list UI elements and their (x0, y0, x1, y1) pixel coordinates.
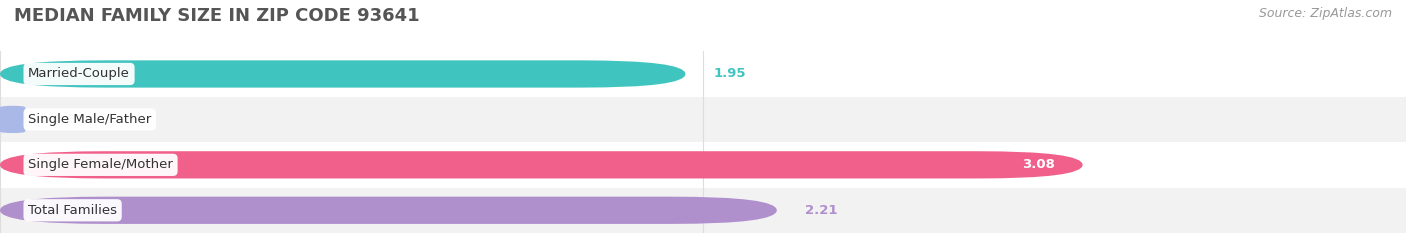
FancyBboxPatch shape (0, 151, 1083, 178)
FancyBboxPatch shape (0, 197, 776, 224)
Text: Single Female/Mother: Single Female/Mother (28, 158, 173, 171)
Bar (0, 51, 1406, 97)
Text: 0.00: 0.00 (53, 113, 86, 126)
Text: 2.21: 2.21 (806, 204, 838, 217)
Bar (0, 97, 1406, 142)
Text: 1.95: 1.95 (713, 68, 747, 80)
Bar (0, 188, 1406, 233)
Text: 3.08: 3.08 (1022, 158, 1054, 171)
Text: MEDIAN FAMILY SIZE IN ZIP CODE 93641: MEDIAN FAMILY SIZE IN ZIP CODE 93641 (14, 7, 419, 25)
Text: Married-Couple: Married-Couple (28, 68, 129, 80)
Bar (0, 142, 1406, 188)
Text: Single Male/Father: Single Male/Father (28, 113, 152, 126)
FancyBboxPatch shape (0, 60, 686, 88)
Text: Total Families: Total Families (28, 204, 117, 217)
FancyBboxPatch shape (0, 106, 25, 133)
Text: Source: ZipAtlas.com: Source: ZipAtlas.com (1258, 7, 1392, 20)
